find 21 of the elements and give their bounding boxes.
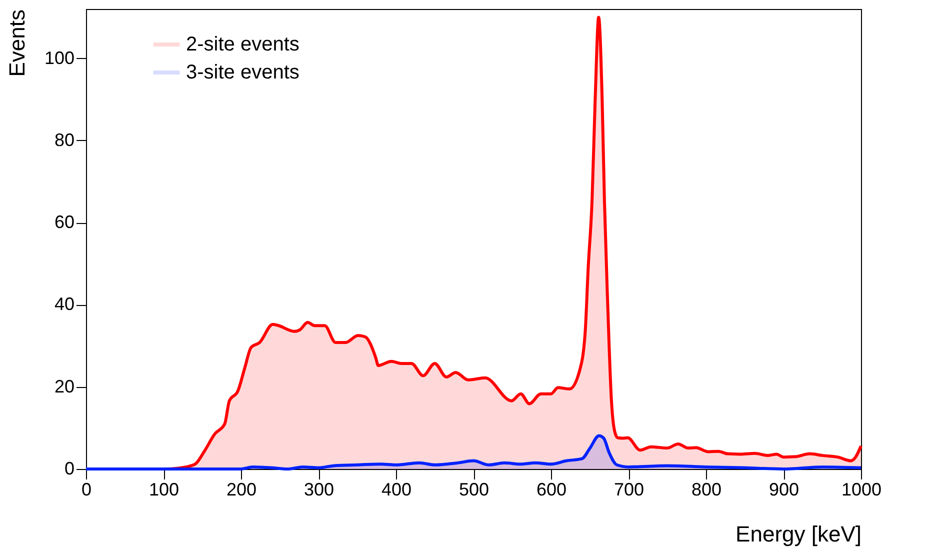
x-axis-title: Energy [keV] xyxy=(736,522,862,546)
legend-label: 3-site events xyxy=(186,62,300,84)
legend-label: 2-site events xyxy=(186,34,300,56)
x-tick-label: 800 xyxy=(691,480,722,500)
x-tick-label: 1000 xyxy=(841,480,882,500)
y-tick-label: 80 xyxy=(54,130,74,150)
x-tick-label: 200 xyxy=(226,480,257,500)
y-tick-label: 0 xyxy=(64,458,74,478)
x-tick-label: 100 xyxy=(148,480,180,500)
y-tick-label: 60 xyxy=(54,212,74,232)
y-axis-title: Events xyxy=(4,10,30,77)
x-tick-label: 700 xyxy=(614,480,644,500)
y-tick-label: 100 xyxy=(44,48,74,68)
x-tick-label: 900 xyxy=(768,480,800,500)
x-tick-label: 600 xyxy=(536,480,567,500)
y-tick-label: 40 xyxy=(54,294,74,314)
x-tick-label: 0 xyxy=(81,480,92,500)
x-tick-label: 500 xyxy=(458,480,490,500)
y-tick-label: 20 xyxy=(54,376,74,396)
x-tick-label: 400 xyxy=(381,480,412,500)
x-tick-label: 300 xyxy=(304,480,334,500)
